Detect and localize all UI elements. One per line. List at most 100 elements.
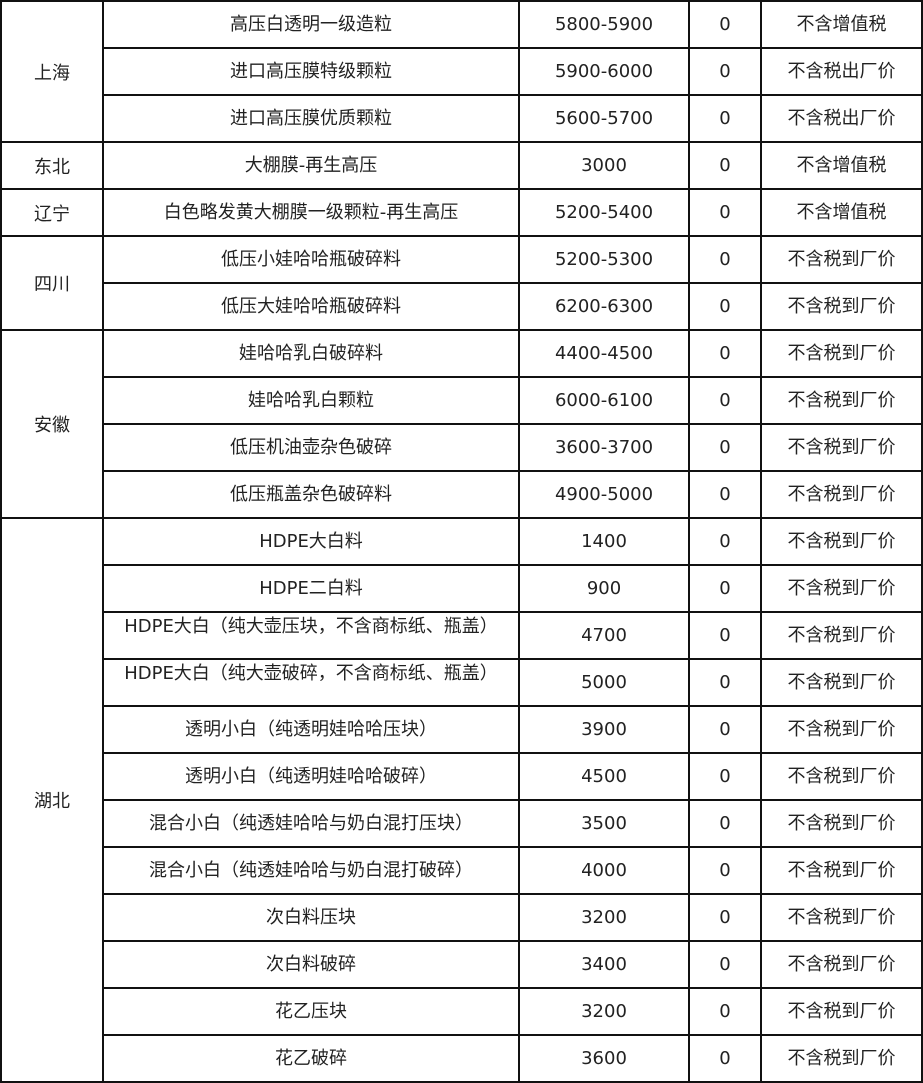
price-note: 不含税到厂价 xyxy=(787,342,896,364)
change-cell: 0 xyxy=(688,282,762,331)
price-note-cell: 不含税到厂价 xyxy=(760,799,923,848)
region-cell: 辽宁 xyxy=(0,188,104,237)
price: 3500 xyxy=(581,812,627,834)
price-cell: 3400 xyxy=(518,940,690,989)
change: 0 xyxy=(719,389,731,411)
price-note: 不含税到厂价 xyxy=(787,812,896,834)
price: 3400 xyxy=(581,953,627,975)
price: 3000 xyxy=(581,154,627,176)
change-cell: 0 xyxy=(688,611,762,660)
change: 0 xyxy=(719,201,731,223)
product-name-cell: 透明小白（纯透明娃哈哈破碎） xyxy=(102,752,520,801)
price-note-cell: 不含税到厂价 xyxy=(760,705,923,754)
price: 4400-4500 xyxy=(554,342,654,364)
change: 0 xyxy=(719,530,731,552)
product-name: 低压大娃哈哈瓶破碎料 xyxy=(221,295,401,317)
table-row: 混合小白（纯透娃哈哈与奶白混打破碎） 4000 0 不含税到厂价 xyxy=(1,846,923,895)
price-note: 不含税到厂价 xyxy=(787,295,896,317)
product-name-cell: HDPE大白（纯大壶破碎，不含商标纸、瓶盖） xyxy=(102,658,520,707)
change: 0 xyxy=(719,812,731,834)
table-row: 安徽 娃哈哈乳白破碎料 4400-4500 0 不含税到厂价 xyxy=(0,329,923,519)
price-note: 不含税到厂价 xyxy=(787,624,896,646)
price-note-cell: 不含税到厂价 xyxy=(760,470,923,519)
change: 0 xyxy=(719,107,731,129)
change: 0 xyxy=(719,906,731,928)
change: 0 xyxy=(719,577,731,599)
product-name: 次白料压块 xyxy=(266,906,356,928)
product-name: 高压白透明一级造粒 xyxy=(230,13,392,35)
product-name-cell: 大棚膜-再生高压 xyxy=(102,141,520,190)
price-note: 不含税到厂价 xyxy=(787,436,896,458)
product-name: HDPE大白（纯大壶压块，不含商标纸、瓶盖） xyxy=(124,616,498,637)
product-name: HDPE大白料 xyxy=(259,530,363,552)
price-note: 不含税出厂价 xyxy=(787,60,896,82)
price-cell: 4400-4500 xyxy=(518,329,690,378)
price-cell: 3000 xyxy=(518,141,690,190)
product-name-cell: 白色略发黄大棚膜一级颗粒-再生高压 xyxy=(102,188,520,237)
product-name-cell: 次白料压块 xyxy=(102,893,520,942)
price-note: 不含税到厂价 xyxy=(787,577,896,599)
price-note-cell: 不含税出厂价 xyxy=(760,94,923,143)
price: 4500 xyxy=(581,765,627,787)
price-cell: 1400 xyxy=(518,517,690,566)
product-name-cell: 混合小白（纯透娃哈哈与奶白混打压块） xyxy=(102,799,520,848)
price-cell: 3900 xyxy=(518,705,690,754)
change-cell: 0 xyxy=(688,893,762,942)
product-name-cell: 低压小娃哈哈瓶破碎料 xyxy=(102,235,520,284)
price: 5000 xyxy=(581,671,627,693)
price-note-cell: 不含税到厂价 xyxy=(760,423,923,472)
price-note: 不含税到厂价 xyxy=(787,765,896,787)
price-note: 不含税到厂价 xyxy=(787,248,896,270)
price-note: 不含税到厂价 xyxy=(787,671,896,693)
change-cell: 0 xyxy=(688,705,762,754)
price-cell: 5200-5400 xyxy=(518,188,690,237)
price-note-cell: 不含税到厂价 xyxy=(760,987,923,1036)
table-row: 花乙破碎 3600 0 不含税到厂价 xyxy=(1,1034,923,1083)
product-name: 大棚膜-再生高压 xyxy=(244,154,378,176)
product-name-cell: 低压瓶盖杂色破碎料 xyxy=(102,470,520,519)
change: 0 xyxy=(719,13,731,35)
product-name: HDPE二白料 xyxy=(259,577,363,599)
price-note-cell: 不含税到厂价 xyxy=(760,658,923,707)
product-name-cell: HDPE二白料 xyxy=(102,564,520,613)
price: 3600-3700 xyxy=(554,436,654,458)
product-name: 混合小白（纯透娃哈哈与奶白混打压块） xyxy=(149,812,473,834)
change: 0 xyxy=(719,671,731,693)
price-note-cell: 不含税出厂价 xyxy=(760,47,923,96)
price-note-cell: 不含税到厂价 xyxy=(760,564,923,613)
price-note-cell: 不含增值税 xyxy=(760,141,923,190)
price-note-cell: 不含税到厂价 xyxy=(760,846,923,895)
price-note: 不含税到厂价 xyxy=(787,530,896,552)
product-name-cell: 进口高压膜优质颗粒 xyxy=(102,94,520,143)
change: 0 xyxy=(719,953,731,975)
product-name: 进口高压膜优质颗粒 xyxy=(230,107,392,129)
change-cell: 0 xyxy=(688,376,762,425)
product-name-cell: 花乙破碎 xyxy=(102,1034,520,1083)
change-cell: 0 xyxy=(688,94,762,143)
product-name-cell: 进口高压膜特级颗粒 xyxy=(102,47,520,96)
price-note: 不含税到厂价 xyxy=(787,906,896,928)
product-name: 低压机油壶杂色破碎 xyxy=(230,436,392,458)
change: 0 xyxy=(719,60,731,82)
price-cell: 5000 xyxy=(518,658,690,707)
change: 0 xyxy=(719,1047,731,1069)
table-row: 四川 低压小娃哈哈瓶破碎料 5200-5300 0 不含税到厂价 xyxy=(0,235,923,331)
price-cell: 3600 xyxy=(518,1034,690,1083)
price-note-cell: 不含税到厂价 xyxy=(760,235,923,284)
price-note-cell: 不含税到厂价 xyxy=(760,376,923,425)
price: 900 xyxy=(586,577,622,599)
price-cell: 3500 xyxy=(518,799,690,848)
price-cell: 5900-6000 xyxy=(518,47,690,96)
table-row: HDPE大白（纯大壶压块，不含商标纸、瓶盖） 4700 0 不含税到厂价 xyxy=(1,611,923,660)
change: 0 xyxy=(719,718,731,740)
product-name-cell: HDPE大白（纯大壶压块，不含商标纸、瓶盖） xyxy=(102,611,520,660)
price: 4000 xyxy=(581,859,627,881)
table-row: 东北 大棚膜-再生高压 3000 0 不含增值税 xyxy=(0,141,923,190)
table-row: 上海 高压白透明一级造粒 5800-5900 0 不含增值税 xyxy=(0,0,923,143)
change-cell: 0 xyxy=(688,47,762,96)
region-cell: 湖北 xyxy=(0,517,104,1083)
table-row: HDPE二白料 900 0 不含税到厂价 xyxy=(1,564,923,613)
change: 0 xyxy=(719,295,731,317)
table-row: 次白料破碎 3400 0 不含税到厂价 xyxy=(1,940,923,989)
price-note: 不含税到厂价 xyxy=(787,483,896,505)
